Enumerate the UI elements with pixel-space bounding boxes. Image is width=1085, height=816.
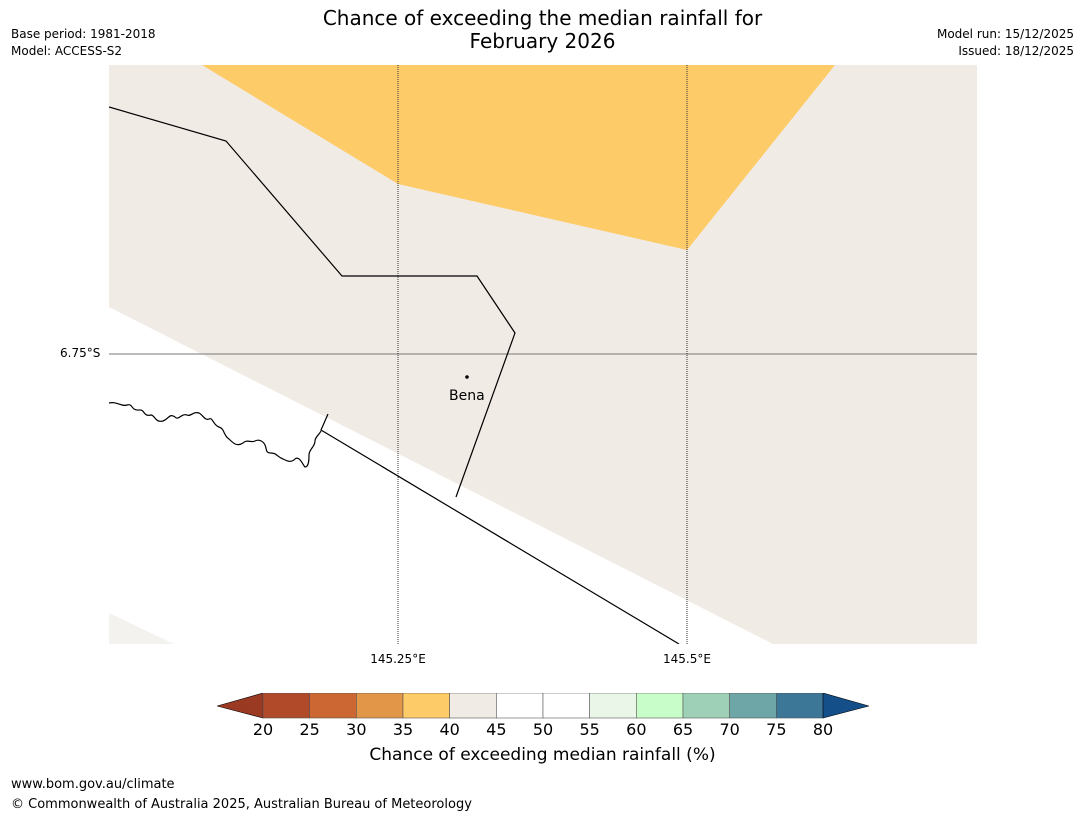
legend-tick-label: 25 bbox=[299, 720, 320, 739]
meta-left: Base period: 1981-2018 Model: ACCESS-S2 bbox=[11, 26, 156, 60]
legend-tick-label: 65 bbox=[672, 720, 694, 739]
legend-tick-label: 70 bbox=[719, 720, 740, 739]
legend-swatch bbox=[636, 693, 684, 719]
legend-tick-label: 75 bbox=[766, 720, 787, 739]
issued-date: Issued: 18/12/2025 bbox=[958, 44, 1074, 58]
legend-title: Chance of exceeding median rainfall (%) bbox=[369, 745, 716, 765]
legend-swatch bbox=[449, 693, 497, 719]
legend-swatches bbox=[262, 693, 824, 719]
legend-tick-label: 20 bbox=[252, 720, 274, 739]
legend-ticks: 20 25 30 35 40 45 50 55 60 65 70 75 80 bbox=[0, 720, 1085, 740]
map-title: Chance of exceeding the median rainfall … bbox=[0, 7, 1085, 53]
town-marker[interactable] bbox=[465, 375, 469, 379]
legend-tick-label: 80 bbox=[812, 720, 834, 739]
legend-colorbar bbox=[217, 693, 869, 719]
lon-label-145-5: 145.5°E bbox=[663, 652, 711, 666]
category-sliver-region bbox=[109, 613, 174, 644]
river-line bbox=[109, 401, 322, 468]
title-line-1: Chance of exceeding the median rainfall … bbox=[322, 6, 763, 30]
legend-swatch bbox=[776, 693, 824, 719]
lon-label-145-25: 145.25°E bbox=[370, 652, 426, 666]
base-period: Base period: 1981-2018 bbox=[11, 27, 156, 41]
footer-copyright: © Commonwealth of Australia 2025, Austra… bbox=[11, 797, 472, 812]
legend-swatch bbox=[402, 693, 450, 719]
legend-swatch bbox=[729, 693, 777, 719]
legend-swatch bbox=[496, 693, 544, 719]
lat-label: 6.75°S bbox=[60, 346, 101, 360]
legend-swatch bbox=[542, 693, 590, 719]
model-name: Model: ACCESS-S2 bbox=[11, 44, 123, 58]
legend-tick-label: 50 bbox=[532, 720, 554, 739]
province-boundary-southern bbox=[320, 413, 680, 644]
legend-tick-label: 30 bbox=[346, 720, 367, 739]
category-35-40-region bbox=[202, 65, 835, 250]
town-label: Bena bbox=[449, 388, 485, 404]
footer: www.bom.gov.au/climate © Commonwealth of… bbox=[11, 775, 472, 815]
legend-swatch bbox=[309, 693, 357, 719]
title-line-2: February 2026 bbox=[469, 29, 616, 53]
legend-tick-label: 60 bbox=[626, 720, 647, 739]
meta-right: Model run: 15/12/2025 Issued: 18/12/2025 bbox=[937, 26, 1074, 60]
legend-over-arrow bbox=[822, 693, 869, 719]
forecast-map[interactable] bbox=[109, 65, 977, 644]
legend-tick-label: 35 bbox=[392, 720, 414, 739]
province-boundary bbox=[109, 106, 516, 498]
legend-under-arrow bbox=[217, 693, 264, 719]
legend-swatch bbox=[262, 693, 310, 719]
legend-swatch bbox=[589, 693, 637, 719]
legend-tick-label: 40 bbox=[439, 720, 460, 739]
footer-url[interactable]: www.bom.gov.au/climate bbox=[11, 777, 175, 792]
legend-swatch bbox=[682, 693, 730, 719]
legend-tick-label: 55 bbox=[579, 720, 600, 739]
model-run: Model run: 15/12/2025 bbox=[936, 27, 1074, 41]
legend-swatch bbox=[356, 693, 404, 719]
legend-tick-label: 45 bbox=[486, 720, 507, 739]
